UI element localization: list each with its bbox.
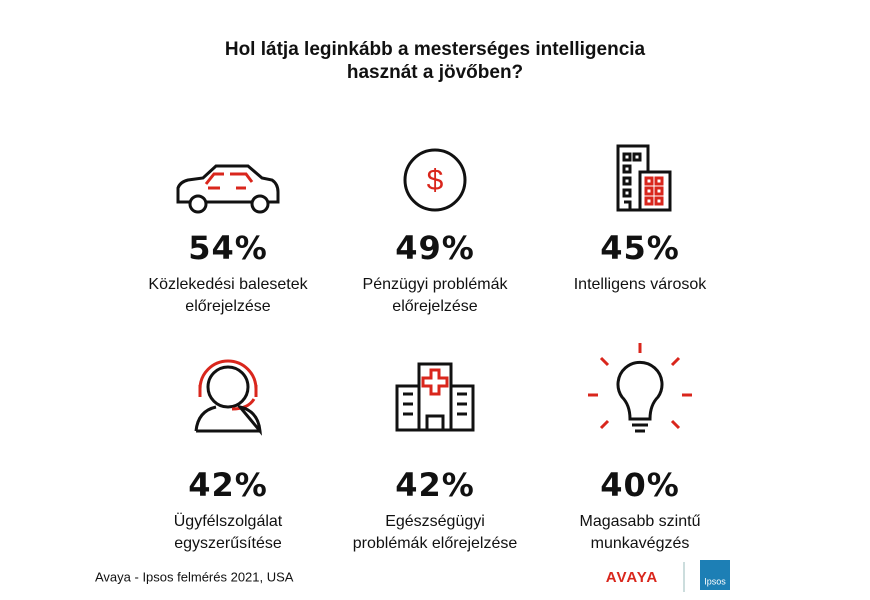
item-label: Ügyfélszolgálat: [174, 512, 283, 530]
item-label: előrejelzése: [185, 298, 270, 315]
item-label: munkavégzés: [591, 535, 690, 552]
item-label: Közlekedési balesetek: [148, 276, 308, 293]
ipsos-logo: Ipsos: [704, 576, 726, 586]
percentage: 42%: [395, 466, 475, 504]
percentage: 54%: [188, 229, 268, 267]
item-label: Egészségügyi: [385, 513, 485, 530]
idea-icon: [588, 343, 692, 433]
percentage: 49%: [395, 229, 475, 267]
item-label: Magasabb szintű: [580, 513, 701, 530]
title: Hol látja leginkább a mesterséges intell…: [225, 39, 646, 60]
item-label: Pénzügyi problémák: [363, 276, 509, 293]
item-label: egyszerűsítése: [174, 535, 282, 552]
car-icon: [176, 164, 280, 214]
avaya-logo: AVAYA: [606, 569, 659, 586]
title: hasznát a jövőben?: [347, 62, 523, 83]
city-icon: [616, 144, 672, 212]
item-label: előrejelzése: [392, 298, 477, 315]
percentage: 42%: [188, 466, 268, 504]
percentage: 45%: [600, 229, 680, 267]
source-note: Avaya - Ipsos felmérés 2021, USA: [95, 569, 294, 584]
support-icon: [194, 359, 262, 436]
ipsos-logo-box: [700, 560, 730, 590]
svg-text:$: $: [427, 164, 444, 197]
item-label: problémák előrejelzése: [353, 535, 518, 552]
money-icon: $: [403, 148, 467, 212]
percentage: 40%: [600, 466, 680, 504]
item-label: Intelligens városok: [574, 276, 708, 293]
hospital-icon: [395, 362, 475, 432]
